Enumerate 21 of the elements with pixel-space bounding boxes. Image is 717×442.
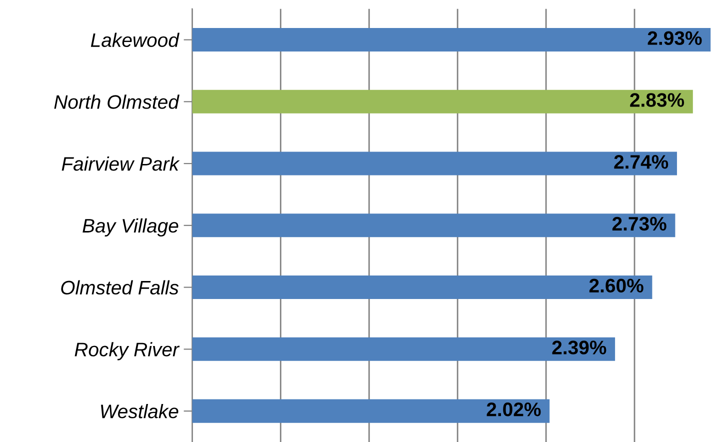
y-tick-label: Bay Village (82, 218, 178, 236)
data-label: 2.02% (486, 402, 541, 416)
data-label: 2.74% (614, 154, 668, 169)
y-tick-label: North Olmsted (54, 94, 180, 109)
y-tick-label: Olmsted Falls (61, 280, 179, 295)
bar (192, 28, 711, 52)
bar (192, 214, 676, 238)
data-label: 2.39% (552, 340, 606, 354)
y-tick-label: Rocky River (74, 342, 180, 360)
y-tick-label: Westlake (101, 404, 178, 418)
data-label: 2.93% (648, 31, 702, 46)
y-tick-label: Fairview Park (62, 156, 180, 171)
bar (192, 399, 550, 423)
data-label: 2.60% (589, 278, 644, 293)
bar (192, 276, 652, 300)
data-label: 2.73% (612, 216, 666, 231)
bar (192, 152, 677, 176)
bar (192, 90, 693, 114)
data-label: 2.83% (630, 93, 684, 107)
y-tick-label: Lakewood (90, 32, 180, 48)
bar (192, 337, 616, 361)
